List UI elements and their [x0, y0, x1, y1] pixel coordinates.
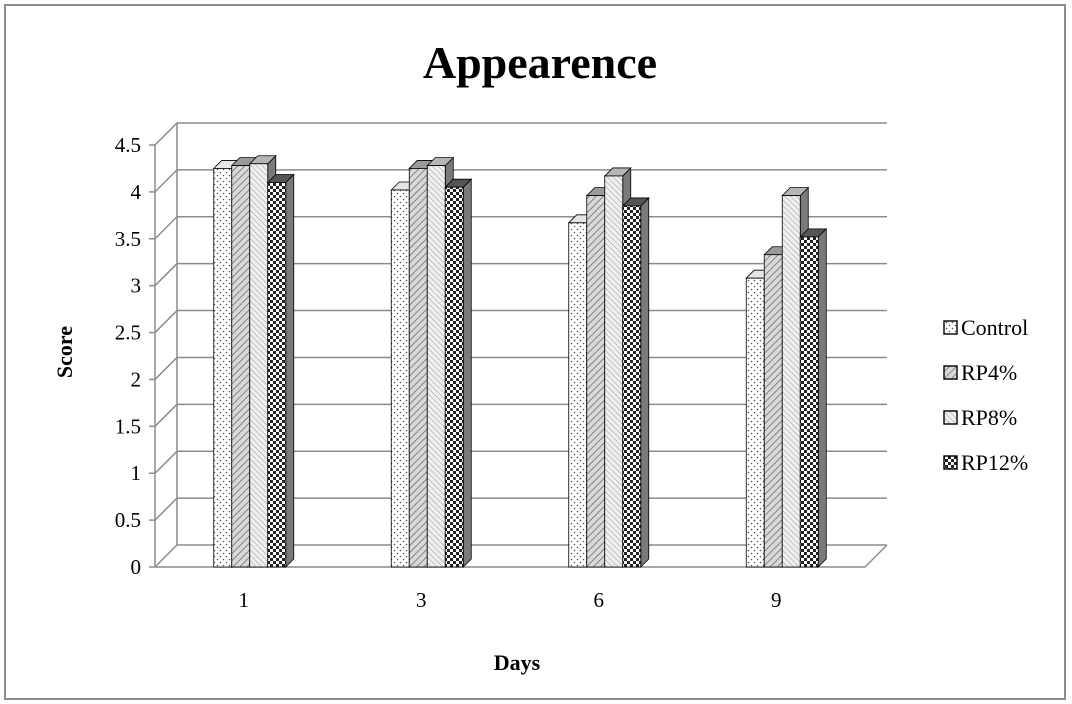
- x-axis-title: Days: [494, 650, 541, 675]
- legend: Control RP4% RP8% RP12%: [943, 315, 1028, 475]
- y-tick-label: 4: [131, 180, 142, 204]
- chart-title: Appearence: [423, 37, 657, 88]
- chart-frame: [4, 4, 1066, 700]
- legend-item: Control: [943, 315, 1028, 340]
- x-tick-label: 3: [416, 588, 427, 612]
- y-tick-label: 1.5: [115, 414, 141, 438]
- legend-item: RP12%: [943, 450, 1028, 475]
- legend-swatch: [943, 410, 958, 425]
- y-tick-label: 2.5: [115, 321, 141, 345]
- gridline: [154, 122, 887, 146]
- legend-item: RP8%: [943, 405, 1017, 430]
- x-tick-labels: 1 3 6 9: [239, 588, 782, 612]
- legend-swatch: [943, 320, 958, 335]
- y-tick-label: 1: [131, 461, 142, 485]
- gridlines: [149, 122, 888, 568]
- y-tick-labels: 0 0.5 1 1.5 2 2.5 3 3.5 4 4.5: [115, 133, 142, 579]
- y-tick-label: 3: [131, 274, 142, 298]
- legend-item: RP4%: [943, 360, 1017, 385]
- y-axis-title: Score: [52, 326, 77, 378]
- legend-label: RP4%: [961, 360, 1017, 385]
- y-tick-label: 3.5: [115, 227, 141, 251]
- legend-label: RP12%: [961, 450, 1028, 475]
- legend-swatch: [943, 365, 958, 380]
- bar: [799, 227, 828, 568]
- y-tick-label: 0: [131, 555, 142, 579]
- legend-label: Control: [961, 315, 1028, 340]
- y-tick-label: 4.5: [115, 133, 141, 157]
- x-tick-label: 6: [594, 588, 605, 612]
- legend-swatch: [943, 455, 958, 470]
- bar: [266, 173, 295, 568]
- bar: [621, 196, 650, 568]
- y-tick-label: 2: [131, 367, 142, 391]
- legend-label: RP8%: [961, 405, 1017, 430]
- x-tick-label: 9: [771, 588, 782, 612]
- bar: [444, 178, 473, 568]
- x-tick-label: 1: [239, 588, 250, 612]
- y-tick-label: 0.5: [115, 508, 141, 532]
- bars: [212, 154, 828, 568]
